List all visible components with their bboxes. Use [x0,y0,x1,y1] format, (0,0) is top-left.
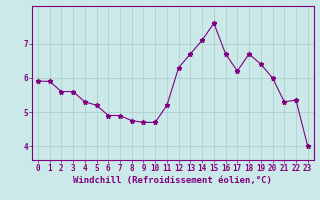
X-axis label: Windchill (Refroidissement éolien,°C): Windchill (Refroidissement éolien,°C) [73,176,272,185]
